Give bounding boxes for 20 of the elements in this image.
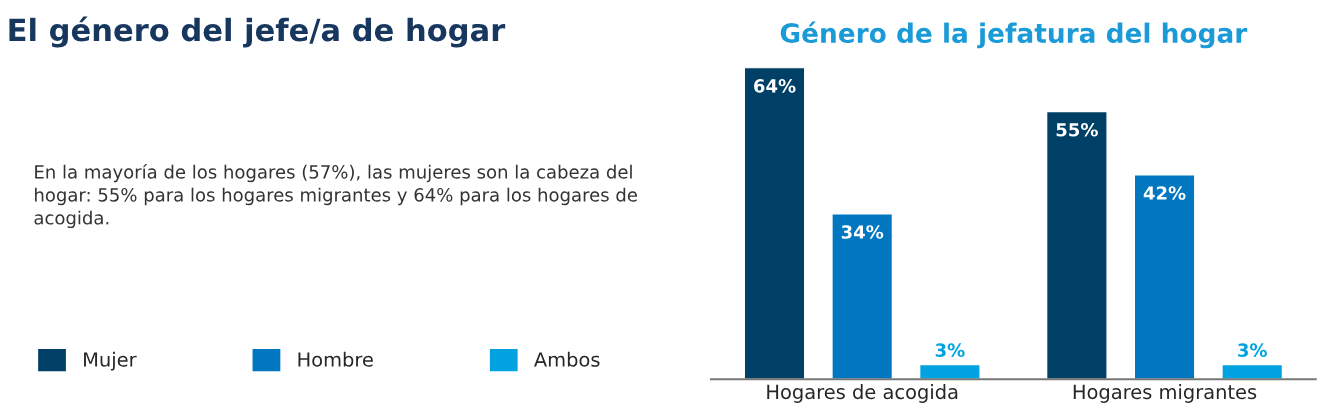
text: En la mayoría de los hogares (57%), las mujeres son la cabeza del hogar: 55% para los hogares migrantes y 64% para los hogares de acogida. (34, 164, 637, 229)
bar (831, 213, 894, 380)
data-label: 3% (935, 343, 965, 357)
data-label: 42% (1143, 186, 1186, 200)
bar (743, 67, 806, 380)
x-tick-label: Hogares migrantes (1073, 384, 1257, 403)
bar (918, 363, 981, 380)
data-label: 3% (1238, 343, 1267, 357)
data-label: 34% (841, 225, 884, 239)
chart-title: Género de la jefatura del hogar (780, 21, 1248, 49)
text: El género del jefe/a de hogar (9, 16, 506, 48)
legend-label: Ambos (534, 351, 600, 367)
legend-label: Hombre (298, 351, 373, 367)
legend-label: Mujer (84, 351, 137, 371)
x-tick-label: Hogares de acogida (767, 384, 958, 403)
data-label: 64% (754, 79, 796, 93)
data-label: 55% (1056, 122, 1098, 137)
bar (1045, 110, 1108, 380)
bar (1133, 174, 1196, 380)
bar (1221, 363, 1284, 380)
